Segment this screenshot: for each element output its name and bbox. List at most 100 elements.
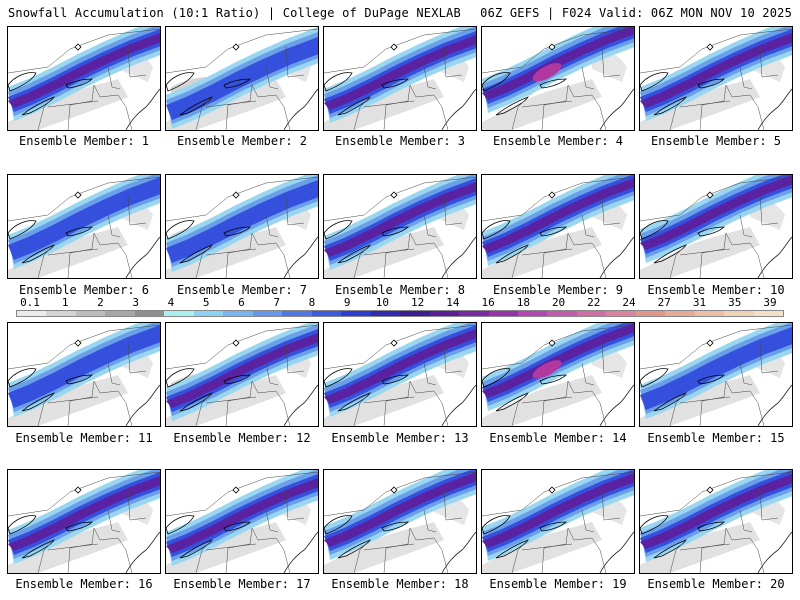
ensemble-member-map bbox=[165, 174, 319, 279]
state-line bbox=[521, 543, 573, 551]
ensemble-member-map bbox=[165, 322, 319, 427]
state-line bbox=[409, 84, 449, 130]
ensemble-member-map bbox=[481, 174, 635, 279]
location-marker bbox=[706, 486, 714, 494]
colorbar-swatch bbox=[75, 311, 106, 316]
ensemble-member-label: Ensemble Member: 20 bbox=[647, 577, 785, 591]
colorbar-swatch bbox=[753, 311, 784, 316]
state-line bbox=[107, 46, 147, 90]
canada-border bbox=[640, 471, 792, 517]
location-marker bbox=[232, 486, 240, 494]
colorbar-swatch bbox=[547, 311, 577, 316]
state-line bbox=[739, 194, 779, 238]
location-marker bbox=[390, 191, 398, 199]
canada-border bbox=[324, 471, 476, 517]
ensemble-member-label: Ensemble Member: 10 bbox=[647, 283, 785, 297]
location-marker bbox=[706, 43, 714, 51]
canada-border bbox=[482, 324, 634, 370]
state-line bbox=[725, 527, 765, 573]
colorbar-tick: 1 bbox=[61, 296, 69, 309]
state-line bbox=[93, 84, 133, 130]
lake-ontario-outline bbox=[539, 374, 567, 385]
location-marker bbox=[74, 486, 82, 494]
ensemble-member-label: Ensemble Member: 8 bbox=[334, 283, 466, 297]
colorbar-tick: 12 bbox=[410, 296, 425, 309]
lake-huron-outline bbox=[166, 515, 195, 535]
location-marker bbox=[232, 339, 240, 347]
lake-huron-outline bbox=[324, 515, 353, 535]
lake-ontario-outline bbox=[223, 521, 251, 532]
state-line bbox=[37, 539, 55, 573]
ensemble-member-label: Ensemble Member: 15 bbox=[647, 431, 785, 445]
ensemble-member-map bbox=[481, 26, 635, 131]
snow-band-7in bbox=[324, 329, 476, 404]
canada-border bbox=[640, 176, 792, 222]
state-line bbox=[107, 489, 147, 533]
lake-ontario-outline bbox=[697, 226, 725, 237]
coastline bbox=[283, 384, 318, 426]
state-line bbox=[581, 46, 621, 90]
coastline bbox=[757, 384, 792, 426]
location-marker bbox=[548, 339, 556, 347]
lake-ontario-outline bbox=[381, 226, 409, 237]
lake-huron-outline bbox=[640, 72, 669, 92]
colorbar-tick: 14 bbox=[446, 296, 460, 309]
lake-huron-outline bbox=[324, 220, 353, 240]
state-line bbox=[205, 100, 257, 108]
coastline bbox=[441, 88, 476, 130]
state-line bbox=[363, 100, 415, 108]
coastline bbox=[757, 88, 792, 130]
snow-band-7in bbox=[8, 33, 160, 108]
colorbar-tick: 8 bbox=[308, 296, 316, 309]
colorbar-swatch bbox=[46, 311, 76, 316]
ensemble-member-label: Ensemble Member: 19 bbox=[489, 577, 627, 591]
coastline bbox=[283, 531, 318, 573]
colorbar-tick: 22 bbox=[587, 296, 601, 309]
canada-border bbox=[482, 176, 634, 222]
state-line bbox=[363, 248, 415, 256]
state-line bbox=[47, 248, 99, 256]
ensemble-member-map bbox=[7, 322, 161, 427]
colorbar-tick: 27 bbox=[657, 296, 671, 309]
ensemble-member-label: Ensemble Member: 13 bbox=[331, 431, 469, 445]
canada-border bbox=[166, 28, 318, 74]
location-marker bbox=[548, 486, 556, 494]
snow-band-5in bbox=[166, 180, 318, 263]
colorbar-swatch bbox=[164, 311, 194, 316]
canada-border bbox=[324, 324, 476, 370]
colorbar-swatch bbox=[252, 311, 283, 316]
state-line bbox=[195, 96, 213, 130]
state-line bbox=[423, 194, 463, 238]
ensemble-member-label: Ensemble Member: 2 bbox=[176, 134, 308, 148]
colorbar-swatch bbox=[341, 311, 371, 316]
state-line bbox=[251, 380, 291, 426]
snow-band-7in bbox=[166, 333, 318, 408]
ensemble-member-map bbox=[323, 322, 477, 427]
canada-border bbox=[324, 176, 476, 222]
ensemble-member-map bbox=[639, 174, 793, 279]
colorbar-tick: 39 bbox=[763, 296, 777, 309]
lake-ontario-outline bbox=[65, 521, 93, 532]
coastline bbox=[441, 384, 476, 426]
lake-ontario-outline bbox=[539, 226, 567, 237]
ensemble-member-map bbox=[481, 469, 635, 574]
canada-border bbox=[482, 28, 634, 74]
lake-huron-outline bbox=[324, 72, 353, 92]
colorbar-tick: 10 bbox=[375, 296, 389, 309]
state-line bbox=[107, 342, 147, 386]
coastline bbox=[599, 236, 634, 278]
lake-huron-outline bbox=[482, 515, 511, 535]
snowfall-colorbar bbox=[16, 310, 784, 317]
colorbar-tick: 9 bbox=[343, 296, 351, 309]
canada-border bbox=[8, 176, 160, 222]
ensemble-member-map bbox=[481, 322, 635, 427]
colorbar-swatch bbox=[517, 311, 548, 316]
location-marker bbox=[74, 43, 82, 51]
snow-band-7in bbox=[640, 474, 792, 549]
model-run-info: 06Z GEFS | F024 Valid: 06Z MON NOV 10 20… bbox=[480, 6, 792, 20]
state-line bbox=[581, 489, 621, 533]
state-line bbox=[739, 489, 779, 533]
state-line bbox=[567, 84, 607, 130]
ensemble-member-map bbox=[639, 26, 793, 131]
lake-huron-outline bbox=[166, 72, 195, 92]
